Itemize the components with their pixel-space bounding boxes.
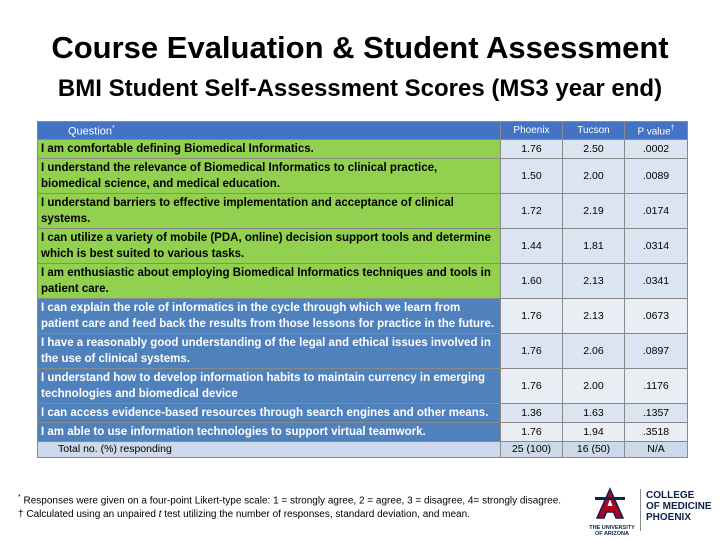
row-pvalue: .0089	[624, 157, 688, 194]
page-title: Course Evaluation & Student Assessment	[51, 30, 669, 65]
table-header-row: Question* Phoenix Tucson P value†	[37, 121, 688, 140]
row-phoenix: 1.44	[500, 227, 563, 264]
row-question: I understand barriers to effective imple…	[37, 192, 501, 229]
header-pvalue: P value†	[624, 121, 688, 140]
row-phoenix: 1.60	[500, 262, 563, 299]
row-question: I have a reasonably good understanding o…	[37, 332, 501, 369]
row-phoenix: 1.76	[500, 297, 563, 334]
row-tucson: 2.13	[562, 297, 625, 334]
row-pvalue: .0897	[624, 332, 688, 369]
total-phoenix: 25 (100)	[500, 440, 563, 458]
total-label: Total no. (%) responding	[37, 440, 501, 458]
row-pvalue: .0174	[624, 192, 688, 229]
logo-divider	[640, 489, 641, 531]
table-row: I can access evidence-based resources th…	[37, 402, 688, 423]
row-tucson: 2.13	[562, 262, 625, 299]
row-pvalue: .3518	[624, 421, 688, 442]
table-row: I understand the relevance of Biomedical…	[37, 157, 688, 194]
row-phoenix: 1.50	[500, 157, 563, 194]
row-pvalue: .0673	[624, 297, 688, 334]
row-tucson: 2.00	[562, 157, 625, 194]
university-logo: THE UNIVERSITY OF ARIZONA COLLEGE OF MED…	[588, 487, 718, 539]
row-question: I am able to use information technologie…	[37, 421, 501, 442]
row-pvalue: .1176	[624, 367, 688, 404]
table-row: I am able to use information technologie…	[37, 421, 688, 442]
scores-table: Question* Phoenix Tucson P value† I am c…	[37, 121, 688, 458]
row-question: I am enthusiastic about employing Biomed…	[37, 262, 501, 299]
row-question: I can explain the role of informatics in…	[37, 297, 501, 334]
row-phoenix: 1.72	[500, 192, 563, 229]
table-row: I understand barriers to effective imple…	[37, 192, 688, 229]
row-tucson: 2.00	[562, 367, 625, 404]
row-tucson: 1.94	[562, 421, 625, 442]
row-tucson: 2.50	[562, 138, 625, 159]
scores-table-container: Question* Phoenix Tucson P value† I am c…	[37, 121, 688, 458]
table-row: I have a reasonably good understanding o…	[37, 332, 688, 369]
row-pvalue: .0341	[624, 262, 688, 299]
header-phoenix: Phoenix	[500, 121, 563, 140]
table-row: I am enthusiastic about employing Biomed…	[37, 262, 688, 299]
total-row: Total no. (%) responding 25 (100) 16 (50…	[37, 440, 688, 458]
row-tucson: 2.19	[562, 192, 625, 229]
table-row: I am comfortable defining Biomedical Inf…	[37, 138, 688, 159]
footnote-likert: * Responses were given on a four-point L…	[18, 494, 562, 507]
logo-college-name: COLLEGE OF MEDICINE PHOENIX	[646, 490, 712, 523]
table-row: I understand how to develop information …	[37, 367, 688, 404]
header-tucson: Tucson	[562, 121, 625, 140]
logo-university-name: THE UNIVERSITY OF ARIZONA	[589, 525, 635, 537]
total-pvalue: N/A	[624, 440, 688, 458]
row-pvalue: .0314	[624, 227, 688, 264]
table-row: I can utilize a variety of mobile (PDA, …	[37, 227, 688, 264]
total-tucson: 16 (50)	[562, 440, 625, 458]
row-phoenix: 1.76	[500, 332, 563, 369]
row-question: I can utilize a variety of mobile (PDA, …	[37, 227, 501, 264]
row-question: I am comfortable defining Biomedical Inf…	[37, 138, 501, 159]
row-phoenix: 1.76	[500, 367, 563, 404]
row-tucson: 1.63	[562, 402, 625, 423]
page-subtitle: BMI Student Self-Assessment Scores (MS3 …	[57, 75, 663, 102]
row-question: I can access evidence-based resources th…	[37, 402, 501, 423]
row-question: I understand the relevance of Biomedical…	[37, 157, 501, 194]
row-phoenix: 1.76	[500, 138, 563, 159]
row-pvalue: .1357	[624, 402, 688, 423]
header-question: Question*	[37, 121, 501, 140]
footnotes: * Responses were given on a four-point L…	[18, 491, 598, 522]
row-tucson: 1.81	[562, 227, 625, 264]
row-phoenix: 1.76	[500, 421, 563, 442]
row-tucson: 2.06	[562, 332, 625, 369]
row-phoenix: 1.36	[500, 402, 563, 423]
footnote-ttest: † Calculated using an unpaired t test ut…	[18, 509, 470, 521]
table-row: I can explain the role of informatics in…	[37, 297, 688, 334]
row-pvalue: .0002	[624, 138, 688, 159]
row-question: I understand how to develop information …	[37, 367, 501, 404]
arizona-a-logo-icon	[592, 487, 628, 523]
